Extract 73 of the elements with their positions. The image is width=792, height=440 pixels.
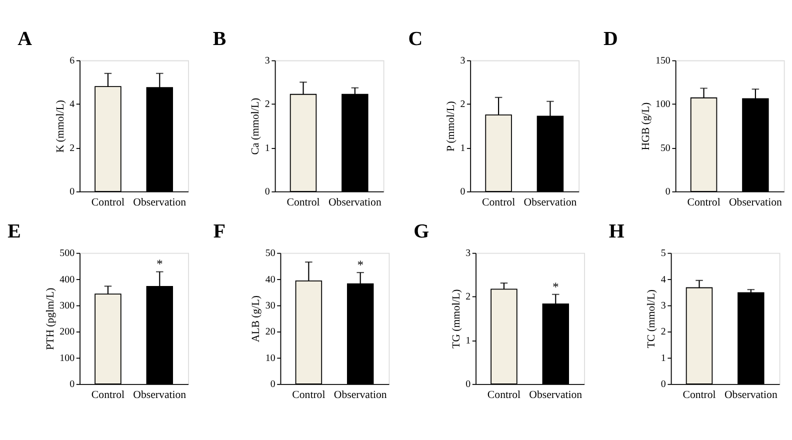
x-tick-label: Observation	[133, 388, 187, 401]
y-axis-title: TG (mmol/L)	[450, 288, 462, 348]
y-tick-label: 0	[70, 186, 75, 198]
y-tick-label: 50	[660, 142, 670, 154]
x-tick-label: Control	[482, 196, 516, 208]
y-axis-title: Ca (mmol/L)	[250, 97, 262, 155]
chart-title: B	[212, 28, 226, 50]
y-tick-label: 4	[70, 99, 75, 110]
y-tick-label: 3	[466, 248, 471, 260]
y-tick-label: 10	[265, 352, 276, 364]
x-tick-label: Observation	[334, 388, 388, 401]
x-tick-label: Observation	[133, 196, 187, 208]
y-tick-label: 1	[660, 352, 666, 364]
chart-title: D	[603, 28, 618, 50]
y-tick-label: 0	[270, 379, 276, 390]
x-tick-label: Observation	[328, 196, 382, 208]
y-tick-label: 1	[264, 142, 270, 154]
y-tick-label: 200	[60, 326, 75, 338]
y-tick-label: 2	[264, 99, 270, 110]
x-tick-label: Control	[91, 388, 125, 401]
x-tick-label: Control	[682, 388, 716, 401]
chart-title: E	[8, 220, 21, 243]
x-tick-label: Control	[292, 388, 326, 401]
y-tick-label: 2	[466, 292, 471, 303]
y-tick-label: 3	[660, 300, 666, 312]
chart-title: G	[414, 220, 430, 243]
y-tick-label: 0	[70, 379, 75, 390]
chart-title: H	[608, 220, 625, 243]
x-tick-label: Observation	[724, 388, 778, 401]
y-tick-label: 400	[60, 274, 75, 286]
x-tick-label: Observation	[524, 196, 578, 208]
y-tick-label: 300	[60, 300, 75, 312]
x-tick-label: Observation	[728, 196, 782, 208]
x-tick-label: Control	[687, 196, 720, 208]
y-axis-title: HGB (g/L)	[640, 102, 652, 150]
y-axis-title: ALB (g/L)	[250, 295, 262, 342]
y-tick-label: 30	[265, 300, 276, 312]
y-axis-title: TC (mmol/L)	[646, 289, 658, 348]
y-axis-title: K (mmol/L)	[54, 100, 66, 153]
y-tick-label: 0	[466, 379, 471, 390]
x-tick-label: Control	[487, 388, 521, 401]
chart-title: C	[408, 28, 423, 50]
annotation: *	[552, 280, 559, 294]
y-tick-label: 3	[460, 55, 466, 66]
y-tick-label: 40	[265, 274, 276, 286]
chart-title: F	[213, 220, 226, 243]
y-tick-label: 2	[70, 142, 75, 154]
y-tick-label: 150	[655, 55, 670, 66]
y-tick-label: 20	[265, 326, 276, 338]
y-tick-label: 0	[460, 186, 466, 198]
chart-title: A	[18, 28, 33, 50]
y-tick-label: 1	[466, 335, 471, 346]
y-tick-label: 5	[660, 248, 666, 260]
y-tick-label: 100	[655, 99, 670, 110]
x-tick-label: Control	[286, 196, 320, 208]
y-tick-label: 0	[660, 379, 666, 390]
x-tick-label: Observation	[529, 388, 583, 401]
y-tick-label: 4	[660, 274, 666, 286]
y-tick-label: 3	[264, 55, 270, 66]
y-tick-label: 6	[70, 55, 75, 66]
y-tick-label: 0	[665, 186, 670, 198]
x-tick-label: Control	[91, 196, 125, 208]
y-tick-label: 1	[460, 142, 466, 154]
y-tick-label: 2	[660, 326, 666, 338]
y-axis-title: P (mmol/L)	[444, 100, 457, 152]
y-tick-label: 50	[265, 248, 276, 260]
annotation: *	[156, 257, 163, 272]
y-tick-label: 100	[60, 352, 75, 364]
annotation: *	[357, 258, 364, 272]
y-tick-label: 0	[264, 186, 270, 198]
y-tick-label: 2	[460, 99, 466, 110]
y-axis-title: PTH (pglm/L)	[44, 287, 56, 350]
y-tick-label: 500	[60, 248, 75, 260]
